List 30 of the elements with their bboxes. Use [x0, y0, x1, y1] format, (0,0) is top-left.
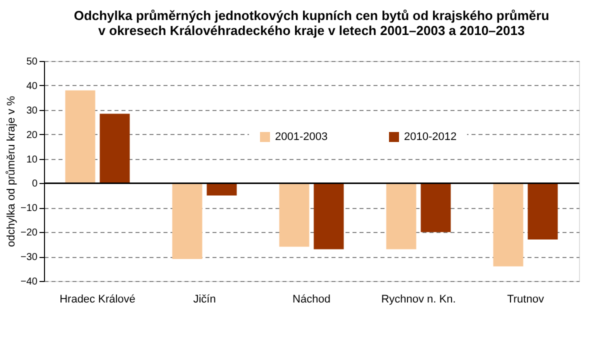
- bar: [420, 183, 451, 232]
- x-tick-label: Jičín: [193, 294, 216, 306]
- bar: [206, 183, 237, 196]
- bar: [65, 90, 96, 184]
- legend-label: 2001-2003: [275, 131, 328, 143]
- x-tick-label: Náchod: [292, 294, 330, 306]
- x-tick-label: Rychnov n. Kn.: [381, 294, 456, 306]
- y-tick-label: 10: [26, 154, 38, 166]
- legend-label: 2010-2012: [404, 131, 457, 143]
- bar: [493, 183, 524, 266]
- y-tick-label: 30: [26, 105, 38, 116]
- y-tick-label: −10: [20, 203, 38, 214]
- bar: [172, 183, 202, 259]
- x-tick-label: Hradec Králové: [60, 294, 136, 306]
- y-tick-label: −30: [20, 252, 38, 264]
- y-tick-label: −20: [20, 228, 38, 239]
- y-axis-title: odchylka od průměru kraje v %: [6, 96, 18, 248]
- x-tick-label: Trutnov: [507, 294, 544, 306]
- y-tick-label: 0: [32, 178, 38, 190]
- bar: [314, 183, 344, 250]
- bar: [528, 183, 558, 240]
- bar: [279, 183, 310, 247]
- y-tick-label: −40: [20, 276, 38, 288]
- y-tick-label: 50: [26, 56, 38, 68]
- y-tick-label: 40: [26, 80, 38, 92]
- text: v okresech Královéhradeckého kraje v letech 2001–2003 a 2010–2013: [98, 23, 525, 38]
- bar: [100, 114, 130, 184]
- text: Odchylka průměrných jednotkových kupních cen bytů od krajského průměru: [74, 8, 550, 23]
- bar: [386, 183, 416, 250]
- y-tick-label: 20: [26, 130, 38, 141]
